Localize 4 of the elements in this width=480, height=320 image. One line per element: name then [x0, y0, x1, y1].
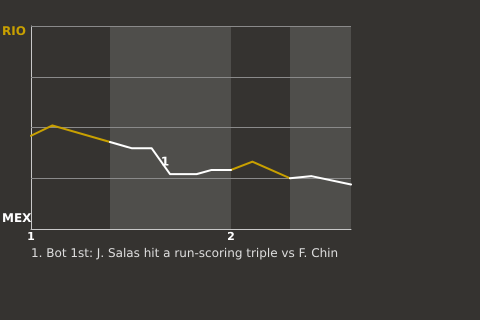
text: 1. Bot 1st: J. Salas hit a run-scoring triple vs F. Chin: [31, 246, 338, 260]
annotation: MEX: [2, 211, 32, 225]
x-tick-label: 2: [227, 230, 235, 243]
text: RIO: [2, 24, 26, 38]
